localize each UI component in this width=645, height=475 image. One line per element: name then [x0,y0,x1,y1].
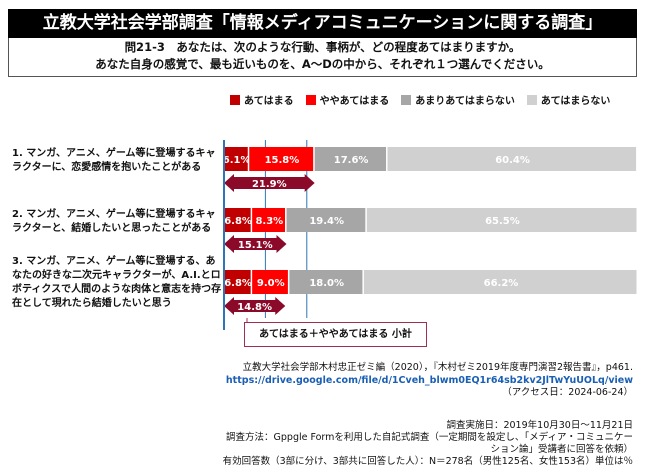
data-label: 18.0% [309,278,344,289]
subtotal-arrow [224,174,315,192]
question-line-1: 問21-3 あなたは、次のような行動、事柄が、どの程度あてはまりますか。 [124,40,521,54]
data-label: 65.5% [485,216,520,227]
category-label: 1. マンガ、アニメ、ゲーム等に登場するキャラクターに、恋愛感情を抱いたことがあ… [12,148,216,173]
legend: あてはまる ややあてはまる あまりあてはまらない あてはまらない [230,92,610,107]
survey-method: 調査実施日：2019年10月30日～11月21日 調査方法：Gppgle For… [223,420,633,468]
bar-segment [363,270,637,294]
legend-swatch [401,94,412,105]
bar-segment [224,270,251,294]
data-label: 15.8% [265,155,300,166]
source-citation: 立教大学社会学部木村忠正ゼミ編（2020），『木村ゼミ2019年度専門演習2報告… [242,362,633,373]
bar-segment [224,147,248,171]
data-label: 6.1% [223,155,251,166]
data-label: 60.4% [495,155,530,166]
bar-segment [252,208,286,232]
source: 立教大学社会学部木村忠正ゼミ編（2020），『木村ゼミ2019年度専門演習2報告… [226,362,633,400]
subtotal-value: 14.8% [237,302,272,313]
survey-method-line: 調査方法：Gppgle Formを利用した自記式調査（一定期間を設定し、「メディ… [226,432,633,443]
survey-method-line: ション論」受講者に回答を依頼） [490,444,633,455]
chart-area: 6.1% 15.8% 17.6% 60.4%21.9%6.8% 8.3% 19.4% 65.… [223,140,637,330]
legend-label: ややあてはまる [319,96,390,107]
bar-segment [289,270,363,294]
question-box: 問21-3 あなたは、次のような行動、事柄が、どの程度あてはまりますか。 あなた… [8,38,637,77]
data-label: 66.2% [484,278,519,289]
category-label: 3. マンガ、アニメ、ゲーム等に登場する、あなたの好きな二次元キャラクターが、A… [12,256,222,309]
bar-segment [387,147,637,171]
legend-swatch [526,94,537,105]
legend-item: あまりあてはまらない [401,92,515,107]
legend-label: あてはまらない [540,96,611,107]
source-link[interactable]: https://drive.google.com/file/d/1Cveh_bl… [225,374,633,386]
access-date: （アクセス日：2024-06-24） [502,387,633,398]
bar-segment [224,208,251,232]
legend-item: ややあてはまる [305,92,390,107]
question-line-2: あなた自身の感覚で、最も近いものを、A～Dの中から、それぞれ１つ選んでください。 [95,57,550,71]
legend-swatch [230,94,240,105]
data-label: 6.8% [224,216,252,227]
data-label: 8.3% [255,216,283,227]
legend-label: あてはまる [244,96,294,107]
subtotal-arrow [224,235,287,253]
bar-segment [249,147,314,171]
legend-item: あてはまらない [526,92,611,107]
subtotal-arrow [224,297,286,315]
category-label: 2. マンガ、アニメ、ゲーム等に登場するキャラクターと、結婚したいと思ったことが… [12,209,216,234]
legend-swatch [305,94,316,105]
data-label: 6.8% [224,278,252,289]
subtotal-label: あてはまる＋ややあてはまる 小計 [244,322,427,347]
data-label: 9.0% [257,278,285,289]
legend-item: あてはまる [230,92,294,107]
bar-segment [252,270,288,294]
page-title: 立教大学社会学部調査「情報メディアコミュニケーションに関する調査」 [8,9,637,38]
legend-label: あまりあてはまらない [415,96,515,107]
sample-size: 有効回答数（3部に分け、3部共に回答した人）：N＝278名（男性125名、女性1… [222,456,633,467]
bar-segment [314,147,387,171]
data-label: 17.6% [334,155,369,166]
subtotal-value: 21.9% [252,179,287,190]
bar-segment [366,208,637,232]
survey-date: 調査実施日：2019年10月30日～11月21日 [446,420,633,431]
data-label: 19.4% [309,216,344,227]
subtotal-value: 15.1% [238,240,273,251]
bar-segment [286,208,366,232]
